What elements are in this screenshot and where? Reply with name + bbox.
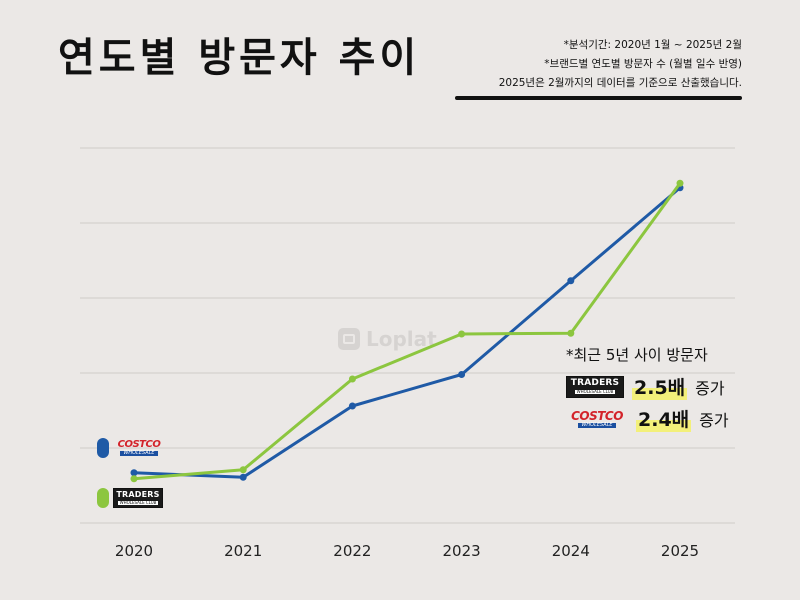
x-tick-label: 2020	[115, 542, 153, 560]
series-point-1	[676, 179, 684, 187]
loplat-logo-icon	[338, 328, 360, 350]
note-2025: 2025년은 2월까지의 데이터를 기준으로 산출했습니다.	[498, 77, 742, 89]
series-point-0	[239, 473, 247, 481]
series-point-0	[348, 402, 356, 410]
watermark-text: Loplat	[366, 327, 437, 351]
traders-logo: TRADERS WHOLESALE CLUB	[113, 488, 163, 508]
costco-logo-sub: WHOLESALE	[578, 422, 616, 428]
costco-logo-main: COSTCO	[571, 408, 623, 423]
traders-logo-main: TRADERS	[116, 490, 160, 499]
traders-logo-sub: WHOLESALE CLUB	[117, 500, 159, 505]
x-tick-label: 2024	[552, 542, 590, 560]
legend-swatch-costco	[97, 438, 109, 458]
traders-growth-value: 2.5배	[632, 373, 688, 400]
title-divider	[455, 96, 742, 100]
legend-traders: TRADERS WHOLESALE CLUB	[97, 488, 163, 508]
costco-growth-suffix: 증가	[699, 410, 729, 430]
traders-logo: TRADERS WHOLESALE CLUB	[566, 375, 624, 398]
analysis-notes: *분석기간: 2020년 1월 ~ 2025년 2월 *브랜드별 연도별 방문자…	[499, 36, 742, 93]
note-period: *분석기간: 2020년 1월 ~ 2025년 2월	[563, 39, 742, 51]
callout-row-traders: TRADERS WHOLESALE CLUB 2.5배 증가	[566, 373, 729, 400]
traders-logo-main: TRADERS	[570, 378, 620, 388]
note-method: *브랜드별 연도별 방문자 수 (월별 일수 반영)	[544, 58, 742, 70]
x-tick-label: 2025	[661, 542, 699, 560]
costco-logo-main: COSTCO	[117, 439, 161, 450]
legend-costco: COSTCO WHOLESALE	[97, 436, 165, 460]
costco-logo: COSTCO WHOLESALE	[113, 436, 165, 460]
x-tick-label: 2023	[443, 542, 481, 560]
x-tick-label: 2021	[224, 542, 262, 560]
series-point-1	[567, 329, 575, 337]
series-point-0	[458, 371, 466, 378]
series-line-1	[133, 182, 682, 481]
legend-swatch-traders	[97, 488, 109, 508]
series-point-1	[348, 375, 356, 383]
series-point-1	[130, 475, 138, 483]
traders-logo-sub: WHOLESALE CLUB	[574, 389, 616, 394]
series-line-0	[133, 186, 681, 479]
growth-callout: *최근 5년 사이 방문자 TRADERS WHOLESALE CLUB 2.5…	[566, 344, 729, 437]
series-point-0	[567, 277, 575, 285]
costco-logo-sub: WHOLESALE	[120, 451, 158, 456]
costco-logo: COSTCO WHOLESALE	[566, 407, 628, 431]
costco-growth-value: 2.4배	[636, 405, 692, 432]
series-point-0	[130, 469, 138, 477]
x-tick-label: 2022	[333, 542, 371, 560]
series-point-1	[458, 330, 466, 338]
traders-growth-suffix: 증가	[695, 378, 725, 398]
watermark: Loplat	[338, 327, 437, 351]
page-title: 연도별 방문자 추이	[58, 35, 421, 81]
callout-title: *최근 5년 사이 방문자	[566, 346, 708, 364]
series-point-1	[239, 466, 247, 474]
callout-row-costco: COSTCO WHOLESALE 2.4배 증가	[566, 405, 729, 432]
